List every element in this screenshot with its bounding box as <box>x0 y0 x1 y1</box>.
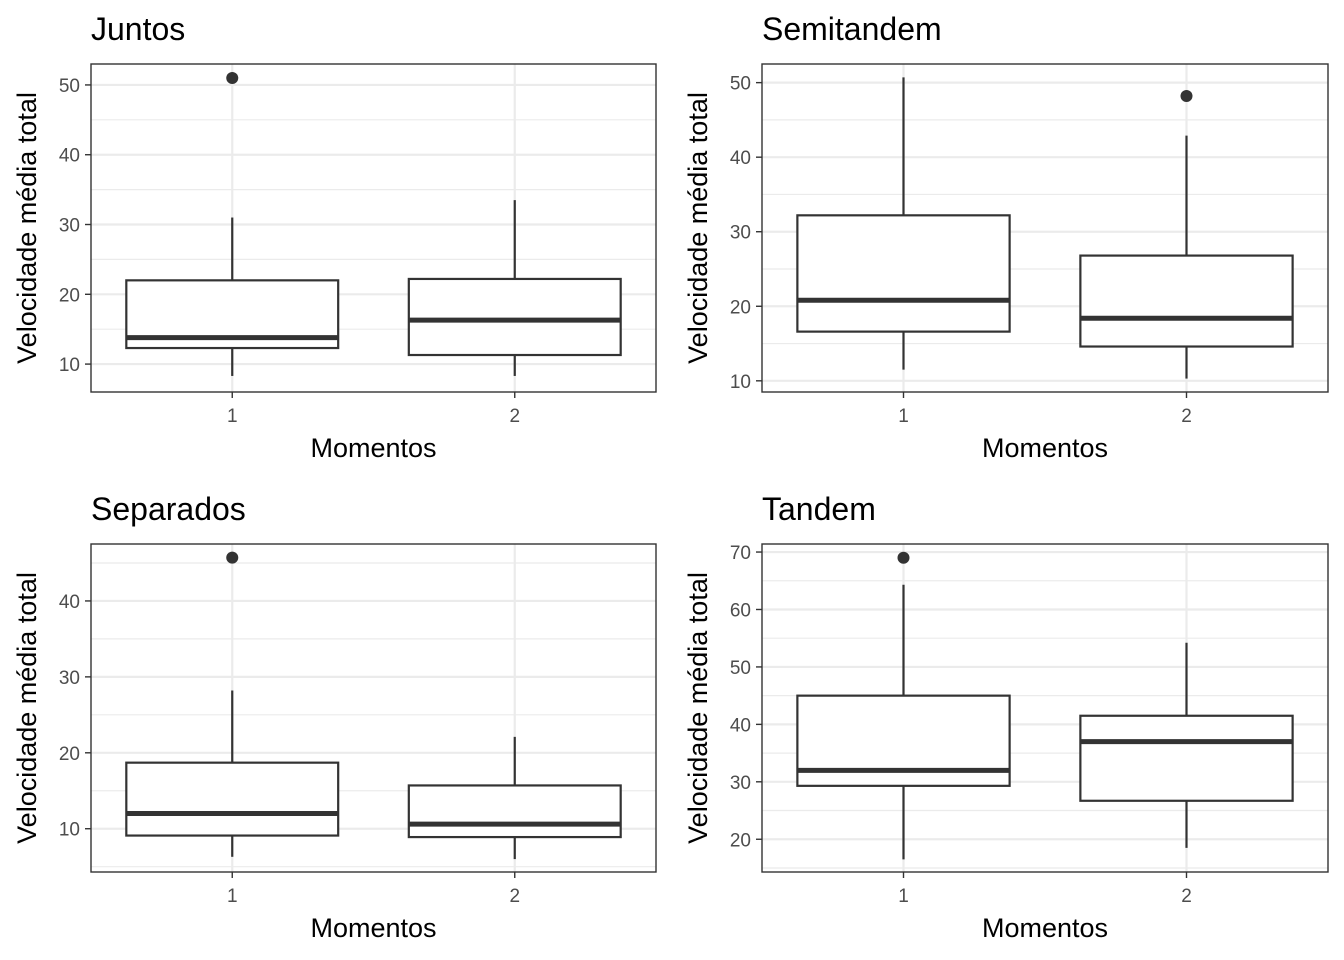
box-category-1 <box>125 71 340 376</box>
chart-panel-1: 10 20 30 40 50 1 2 Juntos Momentos Velocidade méd… <box>12 11 657 463</box>
box-category-1 <box>796 551 1011 860</box>
outlier-point <box>226 71 239 84</box>
y-tick-label: 60 <box>730 600 751 621</box>
panel-border <box>761 543 1329 873</box>
y-tick-label: 10 <box>59 820 80 841</box>
y-tick-label: 10 <box>59 355 80 376</box>
y-tick-label: 40 <box>730 715 751 736</box>
box-iqr <box>796 214 1011 333</box>
x-tick-label: 2 <box>1181 406 1192 427</box>
box-category-2 <box>1079 642 1294 848</box>
box-iqr <box>125 761 340 837</box>
y-axis-title: Velocidade média total <box>683 572 713 844</box>
x-tick-label: 2 <box>509 886 520 907</box>
chart-panel-4: 20 30 40 50 60 70 1 2 Tandem Momentos Velocidade m… <box>683 491 1329 943</box>
x-tick-label: 1 <box>898 406 909 427</box>
box-category-2 <box>1079 90 1294 379</box>
box-category-1 <box>796 77 1011 370</box>
y-axis-title: Velocidade média total <box>683 92 713 364</box>
x-axis-title: Momentos <box>310 433 436 463</box>
x-tick-label: 1 <box>898 886 909 907</box>
y-axis-title: Velocidade média total <box>12 572 42 844</box>
y-tick-label: 40 <box>730 148 751 169</box>
outlier-point <box>897 551 910 564</box>
box-iqr <box>407 784 622 839</box>
box-iqr <box>1079 254 1294 348</box>
box-category-2 <box>407 200 622 376</box>
y-tick-label: 20 <box>59 285 80 306</box>
box-category-2 <box>407 736 622 860</box>
panel-title: Separados <box>91 491 246 527</box>
y-tick-label: 40 <box>59 146 80 167</box>
outlier-point <box>1180 90 1193 103</box>
x-axis-title: Momentos <box>982 433 1108 463</box>
panel-title: Semitandem <box>762 11 942 47</box>
y-axis-title: Velocidade média total <box>12 92 42 364</box>
y-tick-label: 10 <box>730 372 751 393</box>
panel-border <box>90 543 657 873</box>
outlier-point <box>226 551 239 564</box>
y-tick-label: 20 <box>730 297 751 318</box>
y-tick-label: 30 <box>59 668 80 689</box>
y-tick-label: 30 <box>730 223 751 244</box>
x-tick-label: 2 <box>509 406 520 427</box>
y-tick-label: 50 <box>730 658 751 679</box>
chart-panel-2: 10 20 30 40 50 1 2 Semitandem Momentos Velocidade… <box>683 11 1329 463</box>
y-tick-label: 20 <box>730 830 751 851</box>
x-tick-label: 1 <box>227 886 238 907</box>
box-category-1 <box>125 551 340 857</box>
panel-border <box>761 63 1329 393</box>
x-tick-label: 2 <box>1181 886 1192 907</box>
box-iqr <box>1079 714 1294 802</box>
panel-title: Tandem <box>762 491 876 527</box>
box-iqr <box>407 277 622 357</box>
y-tick-label: 20 <box>59 744 80 765</box>
x-axis-title: Momentos <box>982 913 1108 943</box>
y-tick-label: 50 <box>730 74 751 95</box>
y-tick-label: 70 <box>730 543 751 564</box>
y-tick-label: 40 <box>59 592 80 613</box>
panel-title: Juntos <box>91 11 185 47</box>
y-tick-label: 30 <box>730 773 751 794</box>
panel-border <box>90 63 657 393</box>
y-tick-label: 30 <box>59 216 80 237</box>
chart-panel-3: 10 20 30 40 1 2 Separados Momentos Velocidade mé… <box>12 491 657 943</box>
y-tick-label: 50 <box>59 76 80 97</box>
x-tick-label: 1 <box>227 406 238 427</box>
x-axis-title: Momentos <box>310 913 436 943</box>
